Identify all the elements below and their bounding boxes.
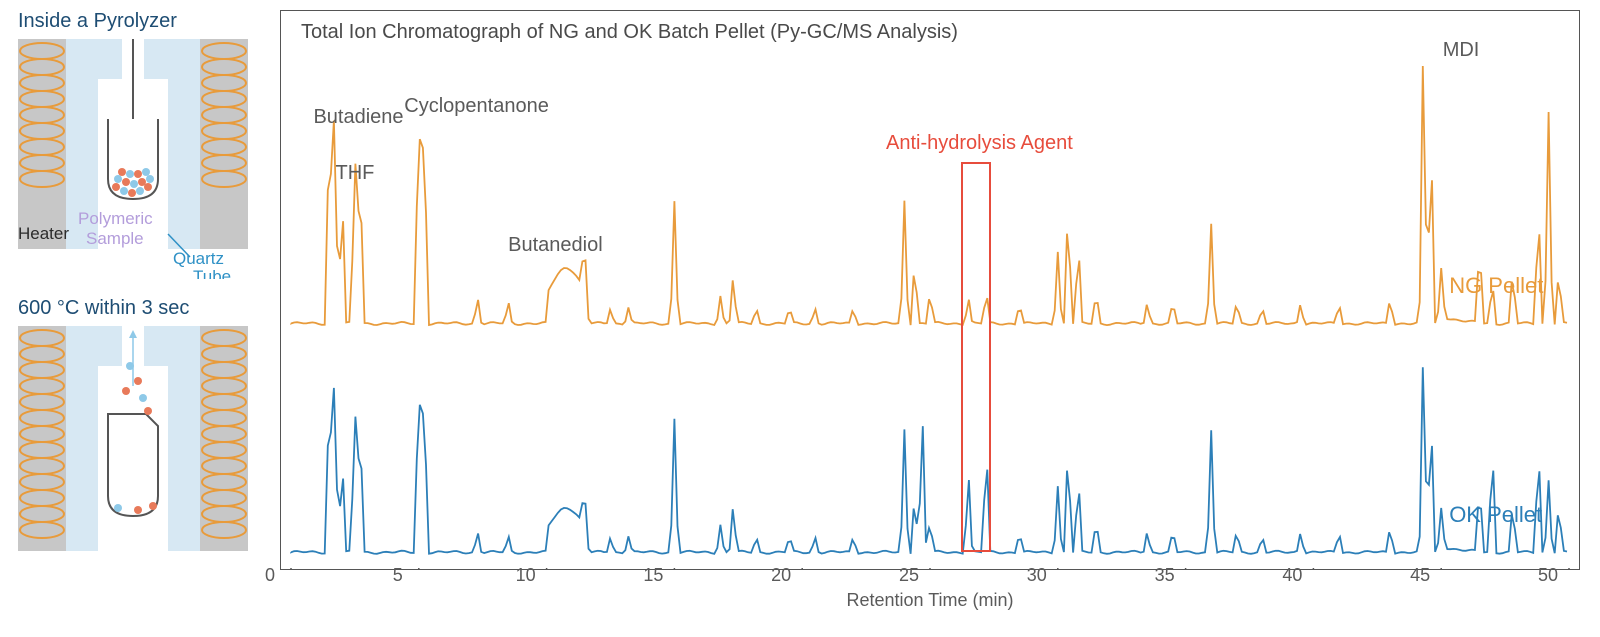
- x-tick-label: 20: [771, 565, 791, 586]
- x-tick-label: 15: [643, 565, 663, 586]
- chromatogram-panel: Total Ion Chromatograph of NG and OK Bat…: [260, 0, 1600, 637]
- peak-label-butanediol: Butanediol: [508, 234, 603, 257]
- pyrolyzer-svg-bottom: [18, 326, 248, 556]
- diagram-top: Inside a Pyrolyzer: [18, 10, 250, 279]
- x-tick-label: 10: [516, 565, 536, 586]
- peak-label-thf: THF: [336, 162, 375, 185]
- x-tick-label: 5: [393, 565, 403, 586]
- sample-label-2: Sample: [86, 229, 144, 248]
- diagram-top-title: Inside a Pyrolyzer: [18, 10, 250, 33]
- x-tick-label: 45: [1410, 565, 1430, 586]
- diagram-bottom-title: 600 °C within 3 sec: [18, 297, 250, 320]
- peak-label-mdi: MDI: [1443, 39, 1480, 62]
- x-tick-label: 50: [1538, 565, 1558, 586]
- pyrolyzer-diagrams: Inside a Pyrolyzer: [0, 0, 260, 637]
- chromatogram-chart: Total Ion Chromatograph of NG and OK Bat…: [280, 10, 1580, 570]
- peak-label-cyclopentanone: Cyclopentanone: [404, 95, 549, 118]
- sample-label-1: Polymeric: [78, 209, 153, 228]
- anti-hydrolysis-highlight: [961, 162, 992, 553]
- x-tick-label: 35: [1155, 565, 1175, 586]
- peak-label-butadiene: Butadiene: [313, 106, 403, 129]
- series-ok-pellet: [291, 367, 1567, 554]
- tube-label-1: Quartz: [173, 249, 224, 268]
- heater-label: Heater: [18, 224, 69, 243]
- series-label-ng-pellet: NG Pellet: [1449, 273, 1543, 299]
- series-label-ok-pellet: OK Pellet: [1449, 502, 1542, 528]
- diagram-bottom: 600 °C within 3 sec: [18, 297, 250, 556]
- x-tick-label: 25: [899, 565, 919, 586]
- x-tick-label: 40: [1282, 565, 1302, 586]
- pyrolyzer-svg-top: Heater Polymeric Sample Quartz Tube: [18, 39, 248, 279]
- x-axis-title: Retention Time (min): [846, 590, 1013, 611]
- x-tick-label: 0: [265, 565, 275, 586]
- x-tick-label: 30: [1027, 565, 1047, 586]
- anti-hydrolysis-label: Anti-hydrolysis Agent: [886, 132, 1073, 155]
- tube-label-2: Tube: [193, 267, 231, 279]
